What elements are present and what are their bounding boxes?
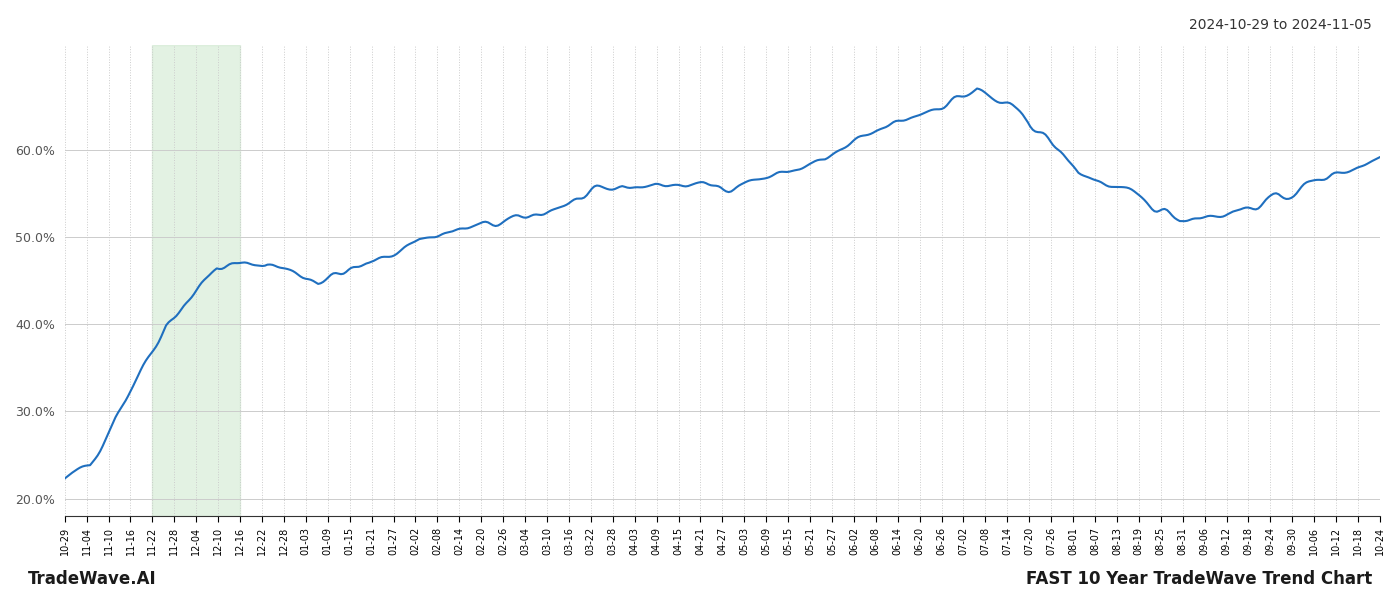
Text: FAST 10 Year TradeWave Trend Chart: FAST 10 Year TradeWave Trend Chart bbox=[1026, 570, 1372, 588]
Text: TradeWave.AI: TradeWave.AI bbox=[28, 570, 157, 588]
Text: 2024-10-29 to 2024-11-05: 2024-10-29 to 2024-11-05 bbox=[1189, 18, 1372, 32]
Bar bbox=[153, 45, 239, 516]
